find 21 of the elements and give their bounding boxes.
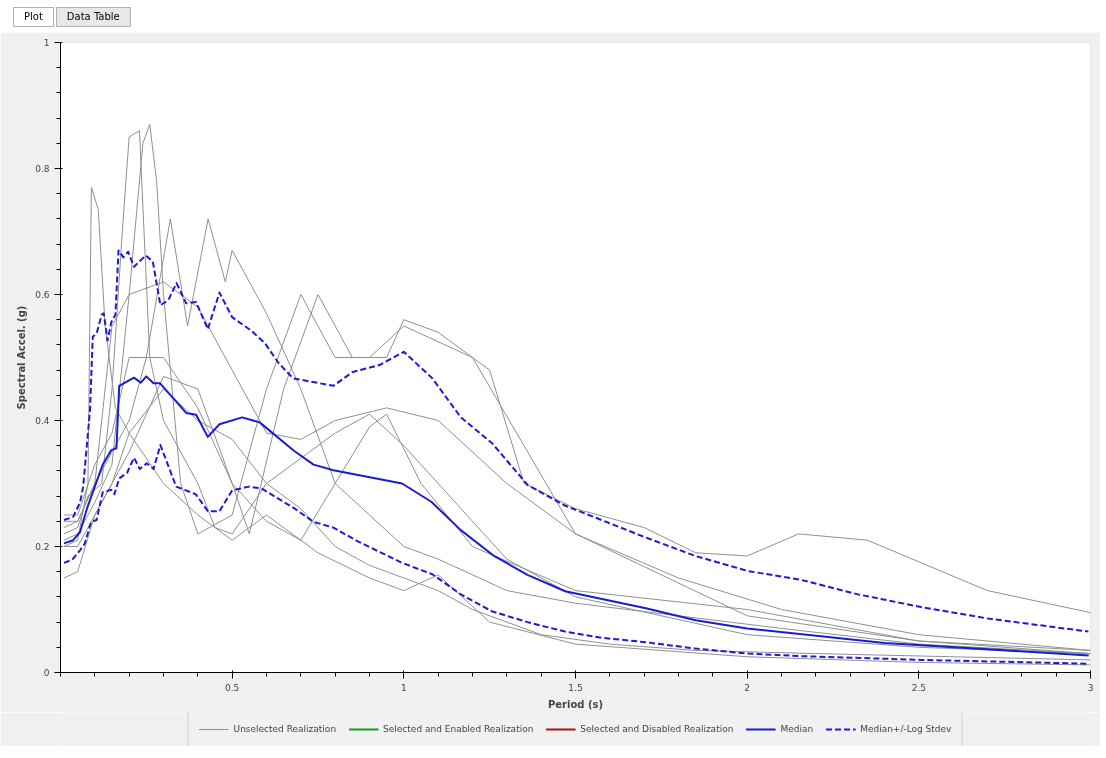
legend-label: Median (780, 724, 814, 734)
y-tick-label: 0.8 (35, 164, 50, 174)
legend-label: Median+/-Log Stdev (860, 724, 952, 734)
x-tick-label: 2.5 (911, 682, 926, 693)
x-axis-title: Period (s) (547, 698, 604, 710)
x-tick-label: 0.5 (225, 682, 240, 693)
y-axis-title: Spectral Accel. (g) (16, 305, 28, 410)
x-tick-label: 3 (1087, 682, 1094, 693)
y-tick-label: 0.2 (35, 542, 50, 552)
x-tick-label: 1 (400, 682, 407, 693)
legend-label: Unselected Realization (233, 724, 337, 734)
y-tick-label: 0.4 (35, 416, 50, 426)
y-tick-label: 0 (43, 668, 50, 678)
y-tick-label: 0.6 (35, 290, 50, 300)
x-tick-label: 2 (744, 682, 751, 693)
text: Plot (13, 7, 54, 28)
x-tick-label: 1.5 (568, 682, 583, 693)
text: Data Table (55, 7, 131, 28)
y-tick-label: 1 (43, 38, 50, 48)
legend-label: Selected and Disabled Realization (580, 724, 734, 734)
legend-label: Selected and Enabled Realization (383, 724, 534, 734)
